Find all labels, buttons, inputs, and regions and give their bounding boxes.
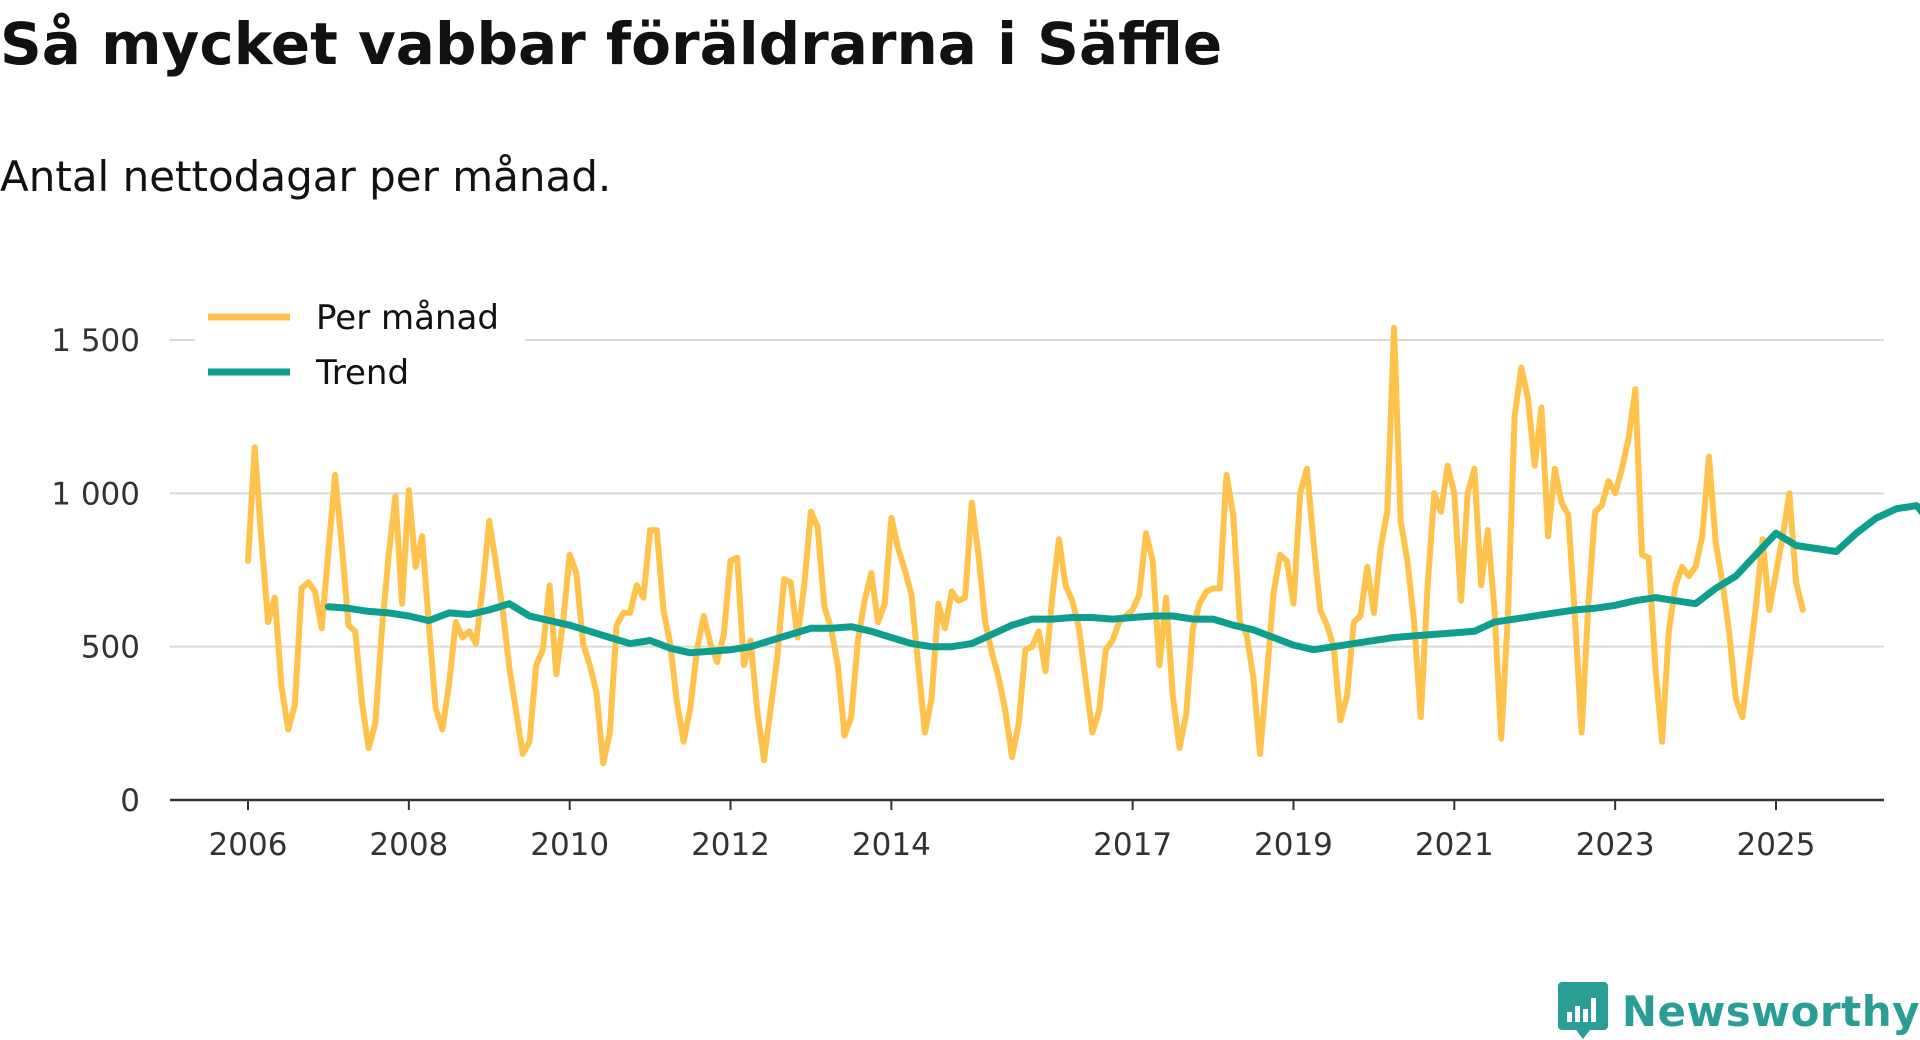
x-axis-ticks: 2006 2008 2010 2012 2014 2017 2019 2021 2023 2025 (209, 800, 1816, 863)
y-tick-label: 1 500 (51, 323, 140, 359)
legend-label-trend: Trend (315, 353, 409, 393)
y-tick-label: 0 (120, 783, 140, 819)
x-tick-label: 2014 (852, 827, 931, 863)
x-tick-label: 2023 (1576, 827, 1655, 863)
brand-logo[interactable]: Newsworthy (1557, 982, 1920, 1040)
brand-name: Newsworthy (1621, 986, 1920, 1036)
series-line-per-month (245, 324, 1806, 767)
chart-title: Så mycket vabbar föräldrarna i Säffle (0, 10, 1223, 78)
x-tick-label: 2017 (1093, 827, 1172, 863)
x-tick-label: 2010 (530, 827, 609, 863)
y-tick-label: 500 (81, 630, 140, 666)
legend-label-per-month: Per månad (316, 298, 499, 338)
series-line-trend (324, 502, 1920, 657)
series-lines (245, 324, 1920, 767)
y-tick-label: 1 000 (51, 476, 140, 512)
x-tick-label: 2006 (209, 827, 288, 863)
y-axis-ticks: 0 500 1 000 1 500 (51, 323, 140, 819)
chart-subtitle: Antal nettodagar per månad. (0, 152, 612, 201)
x-tick-label: 2008 (369, 827, 448, 863)
x-tick-label: 2019 (1254, 827, 1333, 863)
x-tick-label: 2025 (1737, 827, 1816, 863)
newsworthy-logo-icon (1557, 982, 1608, 1039)
x-tick-label: 2021 (1415, 827, 1494, 863)
x-tick-label: 2012 (691, 827, 770, 863)
legend-background (195, 288, 525, 400)
legend: Per månad Trend (195, 288, 525, 400)
